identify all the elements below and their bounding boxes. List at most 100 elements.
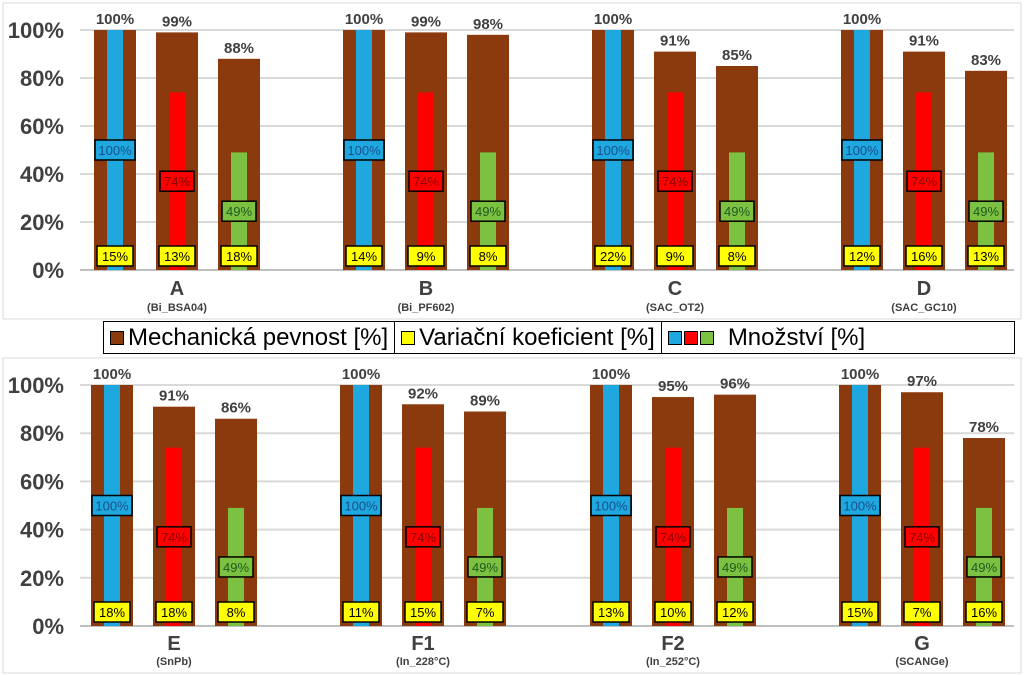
legend-item-variation: Variační koeficient [%] [394,322,661,353]
amount-data-label: 74% [906,170,942,192]
variation-data-label: 14% [345,245,383,267]
variation-data-label-text: 8% [479,249,498,264]
group-sublabel: (In_228°C) [396,656,450,668]
amount-data-label-box [657,170,693,192]
group-sublabel: (Bi_PF602) [398,302,455,314]
variation-data-label-text: 18% [226,249,252,264]
variation-data-label: 12% [843,245,881,267]
variation-data-label-box [592,601,630,623]
variation-data-label-box [342,601,380,623]
amount-data-label-text: 100% [845,143,879,158]
amount-data-label-text: 49% [724,204,750,219]
amount-data-label-box [841,139,883,161]
variation-data-label: 11% [342,601,380,623]
y-tick-label: 80% [20,66,64,91]
amount-data-label-box [408,170,444,192]
y-tick-label: 20% [20,566,64,591]
legend-swatch-amount-red [683,330,698,345]
group-sublabel: (Bi_BSA04) [147,302,207,314]
legend-item-strength: Mechanická pevnost [%] [104,322,394,353]
bar-group-F1: 100% 100% 11% 92% 74% 15% 89% 49% 7% F1(In_228°C) [340,366,506,668]
amount-data-label-box [340,494,382,517]
amount-data-label-text: 49% [973,204,999,219]
variation-data-label: 16% [965,601,1003,623]
y-tick-label: 60% [20,469,64,494]
amount-data-label-box [405,526,441,548]
amount-data-label-text: 49% [475,204,501,219]
strength-data-label: 100% [93,366,131,383]
amount-data-label-text: 49% [971,560,997,575]
variation-data-label: 7% [466,601,504,623]
variation-data-label-box [841,601,879,623]
variation-data-label-box [404,601,442,623]
amount-data-label-text: 74% [911,174,937,189]
variation-data-label-text: 13% [973,249,999,264]
amount-data-label-box [966,556,1002,578]
strength-data-label: 78% [969,419,999,436]
strength-data-label: 89% [470,393,500,410]
amount-data-label: 100% [590,494,632,517]
strength-data-label: 100% [592,366,630,383]
legend-label-amount: Množství [%] [727,323,866,351]
amount-data-label-text: 74% [413,174,439,189]
variation-data-label-text: 16% [911,249,937,264]
group-sublabel: (SAC_GC10) [891,302,957,314]
amount-data-label-text: 100% [98,143,132,158]
amount-data-label: 49% [719,200,755,222]
amount-data-label-text: 74% [662,174,688,189]
variation-data-label-box [96,245,134,267]
amount-data-label-text: 100% [347,143,381,158]
amount-data-label-box [904,526,940,548]
amount-data-label-box [968,200,1004,222]
group-sublabel: (SCANGe) [895,656,949,668]
variation-data-label-text: 10% [660,605,686,620]
amount-data-label-text: 74% [164,174,190,189]
variation-data-label-box [965,601,1003,623]
y-tick-label: 0% [32,258,64,283]
group-label: F2 [661,633,684,655]
amount-data-label-box [218,556,254,578]
group-sublabel: (SAC_OT2) [646,302,704,314]
legend: Mechanická pevnost [%] Variační koeficie… [103,321,1015,354]
group-label: C [668,278,682,300]
y-tick-label: 0% [32,614,64,639]
strength-data-label: 91% [159,388,189,405]
variation-data-label-box [407,245,445,267]
amount-data-label: 100% [340,494,382,517]
variation-data-label: 8% [217,601,255,623]
strength-data-label: 85% [722,47,752,64]
variation-data-label-box [93,601,131,623]
variation-data-label-text: 14% [351,249,377,264]
variation-data-label-box [656,245,694,267]
amount-data-label-text: 100% [594,499,628,514]
variation-data-label-box [155,601,193,623]
amount-data-label-box [343,139,385,161]
amount-data-label-box [592,139,634,161]
amount-data-label: 100% [91,494,133,517]
amount-data-label-box [470,200,506,222]
variation-data-label-box [903,601,941,623]
amount-data-label: 100% [94,139,136,161]
strength-data-label: 86% [221,400,251,417]
amount-data-label: 74% [159,170,195,192]
variation-data-label-box [967,245,1005,267]
variation-data-label-box [654,601,692,623]
amount-data-label-box [719,200,755,222]
bar-group-C: 100% 100% 22% 91% 74% 9% 85% 49% 8% C (SAC_OT2) [592,11,758,314]
chart-panel-1: 0% 20% 40% 60% 80% 100% 100% 100% 15% 99% 74% 13% 88… [2,2,1022,320]
amount-data-label-text: 74% [660,530,686,545]
strength-data-label: 96% [720,376,750,393]
amount-data-label: 74% [655,526,691,548]
variation-data-label-text: 9% [666,249,685,264]
legend-item-amount: Množství [%] [660,322,1014,353]
legend-swatch-amount-blue [667,330,682,345]
variation-data-label: 18% [93,601,131,623]
amount-data-label: 49% [717,556,753,578]
amount-data-label: 74% [156,526,192,548]
strength-data-label: 88% [224,40,254,57]
amount-data-label: 49% [221,200,257,222]
variation-data-label-text: 16% [971,605,997,620]
amount-data-label-text: 49% [722,560,748,575]
amount-data-label: 100% [841,139,883,161]
